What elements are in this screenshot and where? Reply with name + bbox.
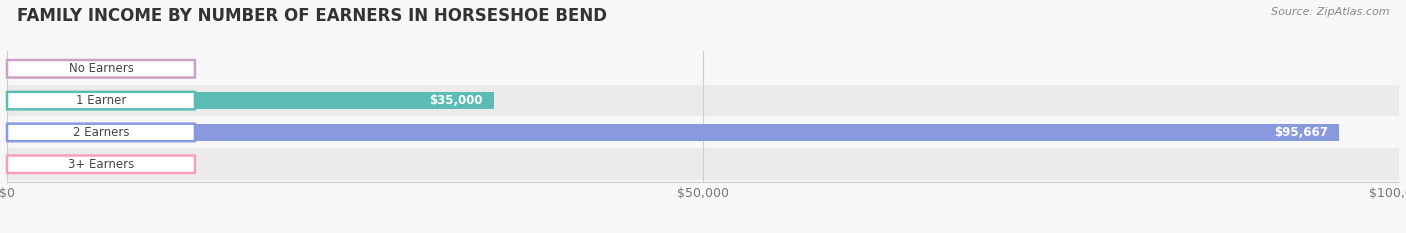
Text: 3+ Earners: 3+ Earners: [67, 158, 134, 171]
Text: $0: $0: [21, 62, 35, 75]
Text: $35,000: $35,000: [430, 94, 484, 107]
Text: 2 Earners: 2 Earners: [73, 126, 129, 139]
FancyBboxPatch shape: [7, 92, 195, 109]
Text: No Earners: No Earners: [69, 62, 134, 75]
FancyBboxPatch shape: [7, 155, 195, 173]
Text: $95,667: $95,667: [1274, 126, 1327, 139]
Bar: [7, 61, 10, 77]
Bar: [7, 92, 495, 109]
Bar: [7, 116, 1399, 148]
FancyBboxPatch shape: [7, 60, 195, 78]
Bar: [7, 124, 1339, 141]
Bar: [7, 156, 10, 172]
Text: Source: ZipAtlas.com: Source: ZipAtlas.com: [1271, 7, 1389, 17]
Bar: [7, 148, 1399, 180]
Text: $0: $0: [21, 158, 35, 171]
Text: FAMILY INCOME BY NUMBER OF EARNERS IN HORSESHOE BEND: FAMILY INCOME BY NUMBER OF EARNERS IN HO…: [17, 7, 607, 25]
Bar: [7, 85, 1399, 116]
Bar: [7, 53, 1399, 85]
Text: 1 Earner: 1 Earner: [76, 94, 127, 107]
FancyBboxPatch shape: [7, 124, 195, 141]
